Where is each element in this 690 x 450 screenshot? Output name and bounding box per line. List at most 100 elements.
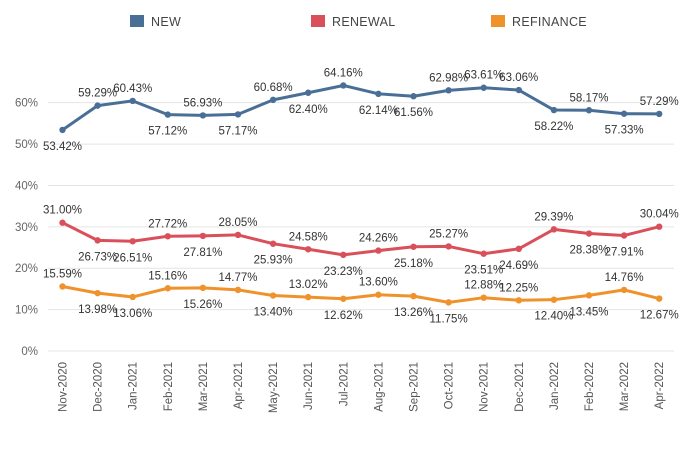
data-label: 27.72% [148, 218, 187, 230]
data-point [305, 89, 312, 96]
data-label: 58.22% [534, 121, 573, 133]
data-label: 56.93% [183, 97, 222, 109]
x-tick-label: Aug-2021 [373, 362, 385, 412]
data-label: 60.68% [254, 82, 293, 94]
x-tick-label: Jan-2021 [128, 362, 140, 410]
data-label: 15.16% [148, 270, 187, 282]
data-point [620, 110, 628, 117]
x-tick-label: May-2021 [268, 362, 280, 413]
data-point [234, 286, 242, 294]
data-point [129, 97, 136, 105]
data-labels: 53.42% 59.29%60.43% 57.12% 56.93% 57.17% 60.6… [43, 67, 679, 325]
data-label: 59.29% [78, 88, 117, 100]
data-label: 29.39% [534, 211, 573, 223]
data-point [234, 231, 242, 239]
y-axis: 0% 10% 20% 30% 40% 50% 60% [15, 98, 38, 358]
x-tick-label: Feb-2021 [163, 362, 175, 411]
data-point [410, 93, 417, 100]
data-point [656, 223, 663, 230]
x-tick-label: Nov-2021 [479, 362, 491, 412]
data-label: 26.73% [78, 251, 117, 263]
data-label: 31.00% [43, 205, 82, 217]
legend-swatch [130, 15, 144, 27]
data-point [480, 294, 487, 301]
x-tick-label: Mar-2021 [198, 362, 210, 411]
x-tick-label: Nov-2020 [58, 362, 70, 412]
data-point [129, 293, 136, 301]
data-label: 23.51% [464, 265, 503, 277]
data-point [375, 247, 382, 254]
data-label: 15.59% [43, 268, 82, 280]
y-tick-label: 0% [21, 346, 38, 358]
data-point [410, 243, 417, 250]
x-tick-label: Jan-2022 [549, 362, 561, 410]
data-point [480, 84, 487, 91]
data-label: 27.91% [605, 246, 644, 258]
data-label: 57.12% [148, 126, 187, 138]
data-label: 57.29% [640, 96, 679, 108]
data-point [340, 295, 347, 302]
data-label: 63.61% [464, 70, 503, 82]
x-tick-label: Dec-2021 [514, 362, 526, 412]
data-point [445, 243, 452, 250]
data-point [269, 292, 277, 299]
data-point [375, 90, 382, 98]
data-label: 12.40% [534, 311, 573, 323]
x-tick-label: Feb-2022 [584, 362, 596, 411]
data-label: 12.67% [640, 310, 679, 322]
y-tick-label: 10% [15, 305, 38, 317]
data-point [305, 246, 312, 253]
data-label: 24.26% [359, 233, 398, 245]
data-label: 27.81% [183, 247, 222, 259]
y-tick-label: 30% [15, 222, 38, 234]
data-point [129, 238, 136, 245]
series-line [61, 83, 661, 132]
data-label: 62.14% [359, 105, 398, 117]
series-line [61, 221, 661, 257]
data-label: 62.98% [429, 72, 468, 84]
data-point [550, 296, 558, 303]
data-point [59, 283, 66, 290]
data-point [269, 96, 277, 104]
data-point [59, 219, 66, 226]
data-point [199, 232, 207, 240]
data-label: 13.02% [289, 279, 328, 291]
legend: NEW RENEWAL REFINANCE [130, 15, 587, 29]
data-label: 25.18% [394, 258, 433, 270]
y-tick-label: 40% [15, 180, 38, 192]
data-label: 13.45% [569, 306, 608, 318]
data-label: 13.06% [113, 308, 152, 320]
legend-label: NEW [151, 15, 181, 29]
data-label: 12.62% [324, 310, 363, 322]
data-point [340, 251, 347, 259]
data-label: 26.51% [113, 252, 152, 264]
data-label: 30.04% [640, 209, 679, 221]
data-label: 14.76% [605, 272, 644, 284]
data-point [94, 102, 101, 109]
data-point [234, 111, 242, 118]
y-tick-label: 50% [15, 139, 38, 151]
data-point [515, 297, 522, 304]
data-point [620, 286, 628, 294]
data-point [550, 226, 558, 233]
data-label: 11.75% [430, 313, 468, 325]
legend-swatch [311, 15, 325, 27]
y-tick-label: 20% [15, 263, 38, 275]
data-label: 25.27% [429, 228, 468, 240]
y-tick-label: 60% [15, 98, 38, 110]
data-point [445, 87, 452, 94]
data-point [199, 112, 207, 119]
data-label: 60.43% [113, 83, 152, 95]
data-point [550, 106, 558, 114]
data-label: 57.33% [605, 125, 644, 137]
legend-swatch [491, 15, 505, 27]
x-tick-label: Apr-2021 [233, 362, 245, 409]
x-tick-label: Sep-2021 [409, 362, 421, 412]
data-point [375, 291, 382, 298]
x-tick-label: Oct-2021 [444, 362, 456, 409]
legend-label: REFINANCE [512, 15, 587, 29]
data-label: 13.26% [394, 307, 433, 319]
legend-label: RENEWAL [332, 15, 395, 29]
data-label: 64.16% [324, 67, 363, 79]
